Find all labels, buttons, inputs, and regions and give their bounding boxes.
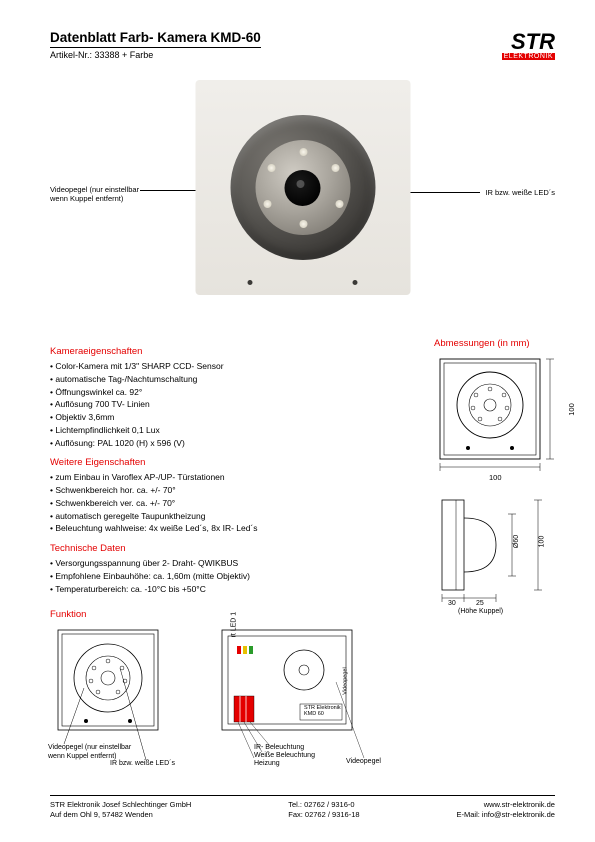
spec-item: Schwenkbereich hor. ca. +/- 70° — [50, 484, 404, 497]
led-icon — [335, 200, 343, 208]
funktion-drawing-pcb: rt LED 1 STR Elektronik KMD 60 Videopege… — [204, 626, 404, 786]
funk-a-caption2: IR bzw. weiße LED´s — [110, 760, 175, 769]
led-r-label: rt LED 1 — [231, 612, 238, 638]
spec-item: Beleuchtung wahlweise: 4x weiße Led´s, 8… — [50, 522, 404, 535]
brand-sub: ELEKTRONIK — [502, 53, 555, 60]
dim-sideh-label: 100 — [538, 536, 545, 548]
led-icon — [299, 220, 307, 228]
led-icon — [263, 200, 271, 208]
dim-d1-label: 30 — [448, 600, 456, 607]
footer-company: STR Elektronik Josef Schlechtinger GmbH … — [50, 800, 191, 820]
weitere-list: zum Einbau in Varoflex AP-/UP- Türstatio… — [50, 471, 404, 535]
header: Datenblatt Farb- Kamera KMD-60 Artikel-N… — [50, 30, 555, 60]
lens-core — [285, 170, 321, 206]
dim-front-drawing: 100 100 — [434, 355, 564, 480]
dim-side-drawing: Ø60 100 30 25 (Höhe Kuppel) — [434, 494, 584, 614]
specs-column: Kameraeigenschaften Color-Kamera mit 1/3… — [50, 338, 404, 786]
spec-item: Lichtempfindlichkeit 0,1 Lux — [50, 424, 404, 437]
spec-item: Empfohlene Einbauhöhe: ca. 1,60m (mitte … — [50, 570, 404, 583]
brand-logo: STR ELEKTRONIK — [502, 31, 555, 60]
spec-item: Öffnungswinkel ca. 92° — [50, 386, 404, 399]
brand-name: STR — [502, 31, 555, 53]
tech-list: Versorgungsspannung über 2- Draht- QWIKB… — [50, 557, 404, 595]
hero-label-left: Videopegel (nur einstellbar wenn Kuppel … — [50, 185, 139, 204]
section-funktion-title: Funktion — [50, 609, 404, 620]
hero-area: Videopegel (nur einstellbar wenn Kuppel … — [50, 70, 555, 330]
spec-item: Auflösung: PAL 1020 (H) x 596 (V) — [50, 437, 404, 450]
spec-item: zum Einbau in Varoflex AP-/UP- Türstatio… — [50, 471, 404, 484]
board-label: STR Elektronik KMD 60 — [304, 705, 341, 717]
dim-caption: (Höhe Kuppel) — [458, 608, 503, 615]
spec-item: automatische Tag-/Nachtumschaltung — [50, 373, 404, 386]
kamera-list: Color-Kamera mit 1/3" SHARP CCD- Sensor … — [50, 360, 404, 449]
dimensions-column: Abmessungen (in mm) — [434, 338, 584, 786]
spec-item: Auflösung 700 TV- Linien — [50, 398, 404, 411]
product-photo — [195, 80, 410, 295]
led-icon — [331, 164, 339, 172]
hero-label-left-l1: Videopegel (nur einstellbar — [50, 185, 139, 194]
spec-item: Color-Kamera mit 1/3" SHARP CCD- Sensor — [50, 360, 404, 373]
section-abm-title: Abmessungen (in mm) — [434, 338, 584, 349]
footer: STR Elektronik Josef Schlechtinger GmbH … — [50, 795, 555, 820]
spec-item: Versorgungsspannung über 2- Draht- QWIKB… — [50, 557, 404, 570]
hero-label-right: IR bzw. weiße LED´s — [485, 188, 555, 197]
b-l3: Heizung — [254, 760, 280, 769]
led-icon — [267, 164, 275, 172]
footer-contact: Tel.: 02762 / 9316-0 Fax: 02762 / 9316-1… — [288, 800, 359, 820]
title-rule — [50, 47, 261, 48]
led-icon — [299, 148, 307, 156]
spec-item: Temperaturbereich: ca. -10°C bis +50°C — [50, 583, 404, 596]
dim-dia-label: Ø60 — [513, 535, 520, 548]
hero-label-left-l2: wenn Kuppel entfernt) — [50, 194, 139, 203]
dim-h-label: 100 — [567, 403, 576, 416]
article-number: Artikel-Nr.: 33388 + Farbe — [50, 50, 261, 60]
footer-web: www.str-elektronik.de E-Mail: info@str-e… — [457, 800, 555, 820]
section-weitere-title: Weitere Eigenschaften — [50, 457, 404, 468]
funk-a-caption1: Videopegel (nur einstellbarwenn Kuppel e… — [48, 744, 131, 762]
b-r: Videopegel — [346, 758, 381, 767]
spec-item: Schwenkbereich ver. ca. +/- 70° — [50, 497, 404, 510]
dim-w-label: 100 — [489, 473, 502, 482]
b-top-label: Videopegel — [343, 668, 349, 695]
lens-ring — [255, 140, 350, 235]
page-title: Datenblatt Farb- Kamera KMD-60 — [50, 30, 261, 45]
spec-item: Objektiv 3,6mm — [50, 411, 404, 424]
screw-holes — [195, 280, 410, 285]
section-kamera-title: Kameraeigenschaften — [50, 346, 404, 357]
section-tech-title: Technische Daten — [50, 543, 404, 554]
dim-d2-label: 25 — [476, 600, 484, 607]
spec-item: automatisch geregelte Taupunktheizung — [50, 510, 404, 523]
funktion-drawing-front: Videopegel (nur einstellbarwenn Kuppel e… — [50, 626, 180, 786]
lens-dome — [230, 115, 375, 260]
